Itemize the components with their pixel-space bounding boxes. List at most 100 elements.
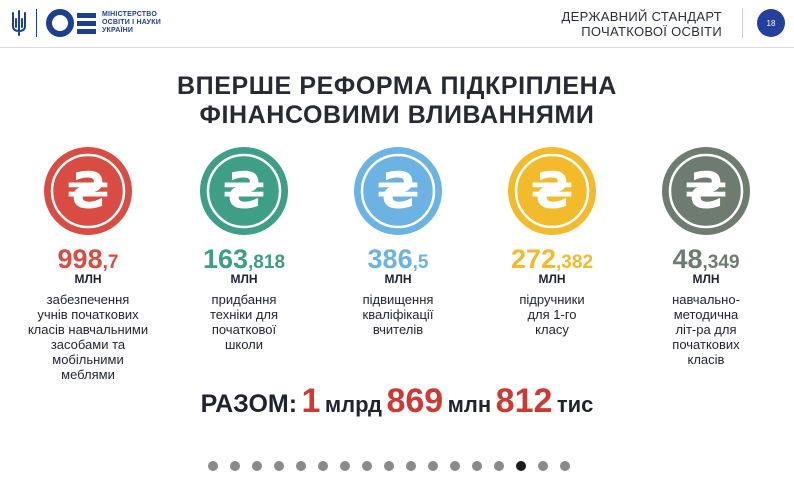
desc-line: класів навчальними (27, 322, 149, 337)
desc-line: літ-ра для (675, 322, 737, 337)
carousel-dot[interactable] (296, 461, 306, 471)
carousel-dot[interactable] (208, 461, 218, 471)
desc-line: забезпечення (46, 292, 130, 307)
logo-divider (36, 9, 37, 37)
desc-line: школи (224, 337, 264, 352)
funding-item: ₴ 48,349 МЛН навчально- методична літ-ра… (636, 146, 776, 367)
amount-fraction: ,7 (102, 252, 119, 273)
amount: 272,382 (482, 244, 622, 274)
desc-line: методична (673, 307, 739, 322)
slide-header: МІНІСТЕРСТВО ОСВІТИ І НАУКИ УКРАЇНИ ДЕРЖ… (0, 0, 794, 48)
amount-unit: МЛН (692, 272, 720, 286)
amount-main: 272 (510, 244, 557, 274)
svg-text:₴: ₴ (223, 162, 266, 220)
amount: 998,7 (18, 244, 158, 274)
amount-main: 163 (202, 244, 249, 274)
desc-line: вчителів (372, 322, 424, 337)
amount-fraction: ,382 (556, 252, 594, 273)
carousel-dot[interactable] (340, 461, 350, 471)
carousel-dot-active[interactable] (516, 461, 526, 471)
carousel-dot[interactable] (538, 461, 548, 471)
funding-item: ₴ 998,7 МЛН забезпечення учнів початкови… (18, 146, 158, 382)
amount-main: 48 (672, 244, 703, 274)
ministry-logo-icon (46, 9, 96, 37)
desc-line: учнів початкових (37, 307, 139, 322)
hryvnia-coin-icon: ₴ (662, 147, 750, 235)
item-description: забезпечення учнів початкових класів нав… (18, 292, 158, 382)
amount-fraction: ,818 (248, 252, 286, 273)
amount: 48,349 (636, 244, 776, 274)
carousel-pagination (208, 461, 570, 471)
desc-line: підручники (519, 292, 585, 307)
total-millions-unit: млн (447, 392, 492, 417)
total-label: РАЗОМ: (200, 390, 298, 418)
desc-line: кваліфікації (362, 307, 434, 322)
ministry-line: ОСВІТИ І НАУКИ (102, 19, 161, 26)
header-divider (742, 8, 743, 38)
total-billions: 1 (301, 382, 321, 420)
item-description: підвищення кваліфікації вчителів (328, 292, 468, 337)
amount-unit: МЛН (230, 272, 258, 286)
carousel-dot[interactable] (560, 461, 570, 471)
carousel-dot[interactable] (472, 461, 482, 471)
funding-item: ₴ 272,382 МЛН підручники для 1-го класу (482, 146, 622, 337)
carousel-dot[interactable] (252, 461, 262, 471)
standard-line: ДЕРЖАВНИЙ СТАНДАРТ (561, 9, 722, 24)
hryvnia-coin-icon: ₴ (508, 147, 596, 235)
amount-unit: МЛН (384, 272, 412, 286)
slide: МІНІСТЕРСТВО ОСВІТИ І НАУКИ УКРАЇНИ ДЕРЖ… (0, 0, 794, 421)
carousel-dot[interactable] (230, 461, 240, 471)
title-line: ВПЕРШЕ РЕФОРМА ПІДКРІПЛЕНА (177, 72, 617, 100)
svg-text:₴: ₴ (685, 162, 728, 220)
desc-line: початкових (672, 337, 740, 352)
hryvnia-coin-icon: ₴ (44, 147, 132, 235)
ministry-line: МІНІСТЕРСТВО (102, 11, 157, 18)
carousel-dot[interactable] (406, 461, 416, 471)
item-description: навчально- методична літ-ра для початков… (636, 292, 776, 367)
trident-icon (12, 10, 26, 36)
total-billions-unit: млрд (324, 392, 383, 417)
standard-line: ПОЧАТКОВОЇ ОСВІТИ (581, 24, 722, 39)
amount: 163,818 (174, 244, 314, 274)
desc-line: засобами та (50, 337, 126, 352)
svg-text:₴: ₴ (531, 162, 574, 220)
amount-fraction: ,5 (412, 252, 429, 273)
standard-title: ДЕРЖАВНИЙ СТАНДАРТ ПОЧАТКОВОЇ ОСВІТИ (562, 9, 722, 39)
carousel-dot[interactable] (428, 461, 438, 471)
carousel-dot[interactable] (384, 461, 394, 471)
desc-line: меблями (61, 367, 115, 382)
item-description: підручники для 1-го класу (482, 292, 622, 337)
desc-line: для 1-го (527, 307, 577, 322)
amount-unit: МЛН (74, 272, 102, 286)
desc-line: класів (687, 352, 725, 367)
carousel-dot[interactable] (274, 461, 284, 471)
total-thousands-unit: тис (556, 392, 594, 417)
funding-item: ₴ 163,818 МЛН придбання техніки для поча… (174, 146, 314, 352)
amount-fraction: ,349 (702, 252, 740, 273)
carousel-dot[interactable] (362, 461, 372, 471)
amount-unit: МЛН (538, 272, 566, 286)
slide-title: ВПЕРШЕ РЕФОРМА ПІДКРІПЛЕНА ФІНАНСОВИМИ В… (0, 72, 794, 130)
desc-line: класу (535, 322, 569, 337)
funding-item: ₴ 386,5 МЛН підвищення кваліфікації вчит… (328, 146, 468, 337)
desc-line: придбання (211, 292, 277, 307)
svg-text:₴: ₴ (377, 162, 420, 220)
svg-text:₴: ₴ (67, 162, 110, 220)
carousel-dot[interactable] (318, 461, 328, 471)
carousel-dot[interactable] (450, 461, 460, 471)
ministry-line: УКРАЇНИ (102, 27, 134, 34)
amount: 386,5 (328, 244, 468, 274)
carousel-dot[interactable] (494, 461, 504, 471)
total-thousands: 812 (495, 382, 553, 420)
page-number-badge: 18 (757, 9, 785, 37)
hryvnia-coin-icon: ₴ (354, 147, 442, 235)
desc-line: техніки для (209, 307, 279, 322)
desc-line: навчально- (672, 292, 740, 307)
title-line: ФІНАНСОВИМИ ВЛИВАННЯМИ (199, 101, 595, 129)
desc-line: мобільними (52, 352, 124, 367)
amount-main: 998 (57, 244, 103, 274)
total-sum: РАЗОМ: 1 млрд 869 млн 812 тис (0, 382, 794, 421)
item-description: придбання техніки для початкової школи (174, 292, 314, 352)
total-millions: 869 (386, 382, 444, 420)
ministry-name: МІНІСТЕРСТВО ОСВІТИ І НАУКИ УКРАЇНИ (102, 11, 161, 35)
